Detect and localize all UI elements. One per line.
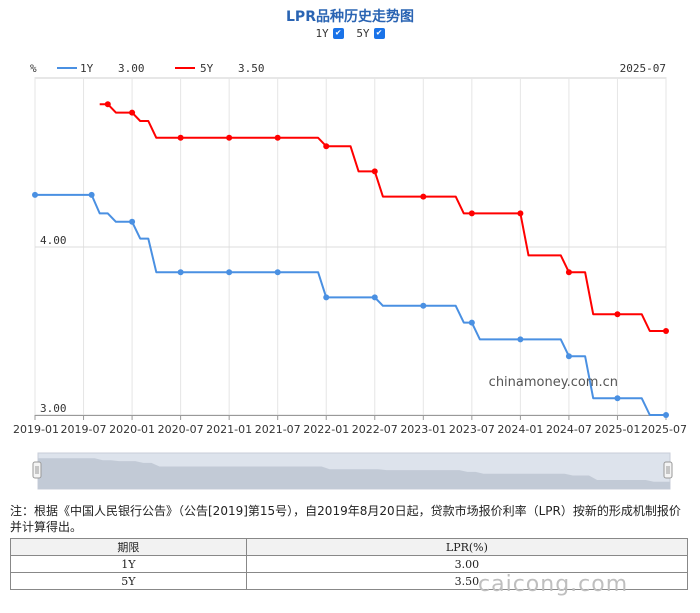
series-5y-point[interactable]	[323, 143, 330, 150]
table-header-cell: LPR(%)	[245, 538, 689, 556]
y-tick-label: 4.00	[40, 234, 67, 247]
series-5y-point[interactable]	[274, 134, 281, 141]
x-tick-label: 2024-01	[497, 423, 543, 436]
series-1y-point[interactable]	[129, 218, 136, 225]
toggle-1y[interactable]: 1Y ✔	[315, 27, 344, 40]
table-cell: 5Y	[10, 572, 247, 590]
series-5y-point[interactable]	[468, 210, 475, 217]
series-1y-point[interactable]	[420, 302, 427, 309]
series-1y-point[interactable]	[177, 269, 184, 276]
series-1y-point[interactable]	[88, 191, 95, 198]
checkbox-checked-icon[interactable]: ✔	[373, 28, 385, 39]
toggle-5y[interactable]: 5Y ✔	[356, 27, 385, 40]
series-1y-point[interactable]	[226, 269, 233, 276]
navigator-left-handle[interactable]	[32, 461, 42, 479]
x-tick-label: 2020-07	[158, 423, 204, 436]
series-1y-point[interactable]	[323, 294, 330, 301]
table-cell: 3.50	[245, 572, 689, 590]
series-1y-point[interactable]	[371, 294, 378, 301]
chart-watermark: chinamoney.com.cn	[489, 375, 618, 390]
x-tick-label: 2021-01	[206, 423, 252, 436]
x-tick-label: 2022-01	[303, 423, 349, 436]
series-5y-point[interactable]	[663, 328, 669, 334]
x-tick-label: 2019-07	[61, 423, 107, 436]
table-header-row: 期限 LPR(%)	[10, 538, 689, 556]
legend-1y-label[interactable]: 1Y	[80, 62, 94, 75]
x-tick-label: 2021-07	[255, 423, 301, 436]
checkbox-checked-icon[interactable]: ✔	[332, 28, 344, 39]
chart-title: LPR品种历史走势图	[286, 9, 414, 25]
navigator-right-handle[interactable]	[663, 461, 673, 479]
series-5y-point[interactable]	[371, 168, 378, 175]
navigator-area	[38, 458, 670, 489]
series-5y-point[interactable]	[104, 101, 111, 108]
legend-5y-label[interactable]: 5Y	[200, 62, 214, 75]
series-1y-point[interactable]	[565, 353, 572, 360]
series-1y-point[interactable]	[517, 336, 524, 343]
series-5y-point[interactable]	[565, 269, 572, 276]
series-1y-point[interactable]	[614, 395, 621, 402]
footnote: 注：根据《中国人民银行公告》（公告[2019]第15号），自2019年8月20日…	[10, 504, 681, 534]
series-1y-point[interactable]	[663, 412, 669, 418]
series-1y-point[interactable]	[468, 319, 475, 326]
series-5y-point[interactable]	[420, 193, 427, 200]
series-1y-point[interactable]	[32, 191, 38, 198]
x-tick-label: 2025-07	[641, 423, 687, 436]
latest-date-label: 2025-07	[620, 62, 666, 75]
table-cell: 1Y	[10, 555, 247, 573]
series-1y-line[interactable]	[35, 193, 666, 416]
series-5y-point[interactable]	[129, 109, 136, 116]
x-tick-label: 2023-01	[400, 423, 446, 436]
site-watermark: caicong.com	[478, 572, 629, 597]
table-row: 5Y 3.50	[10, 572, 689, 590]
series-5y-point[interactable]	[517, 210, 524, 217]
legend-5y-value: 3.50	[238, 62, 265, 75]
x-tick-label: 2020-01	[109, 423, 155, 436]
table-row: 1Y 3.00	[10, 555, 689, 573]
legend-1y-value: 3.00	[118, 62, 145, 75]
series-5y-point[interactable]	[177, 134, 184, 141]
series-5y-line[interactable]	[99, 103, 666, 332]
x-tick-label: 2024-07	[546, 423, 592, 436]
table-header-cell: 期限	[10, 538, 247, 556]
x-tick-label: 2019-01	[13, 423, 59, 436]
x-tick-label: 2023-07	[449, 423, 495, 436]
table-cell: 3.00	[245, 555, 689, 573]
lpr-line-chart: % 1Y 3.00 5Y 3.50 2025-07 3.00 4.00 2019-…	[13, 62, 687, 490]
y-tick-label: 3.00	[40, 402, 67, 415]
toggle-5y-label: 5Y	[356, 27, 370, 40]
series-toggles: 1Y ✔ 5Y ✔	[0, 27, 700, 40]
series-1y-point[interactable]	[274, 269, 281, 276]
series-5y-point[interactable]	[226, 134, 233, 141]
series-5y-point[interactable]	[614, 311, 621, 318]
x-tick-label: 2025-01	[594, 423, 640, 436]
unit-label: %	[30, 62, 37, 75]
x-tick-label: 2022-07	[352, 423, 398, 436]
lpr-table: 期限 LPR(%) 1Y 3.00 5Y 3.50	[10, 538, 689, 590]
toggle-1y-label: 1Y	[315, 27, 329, 40]
